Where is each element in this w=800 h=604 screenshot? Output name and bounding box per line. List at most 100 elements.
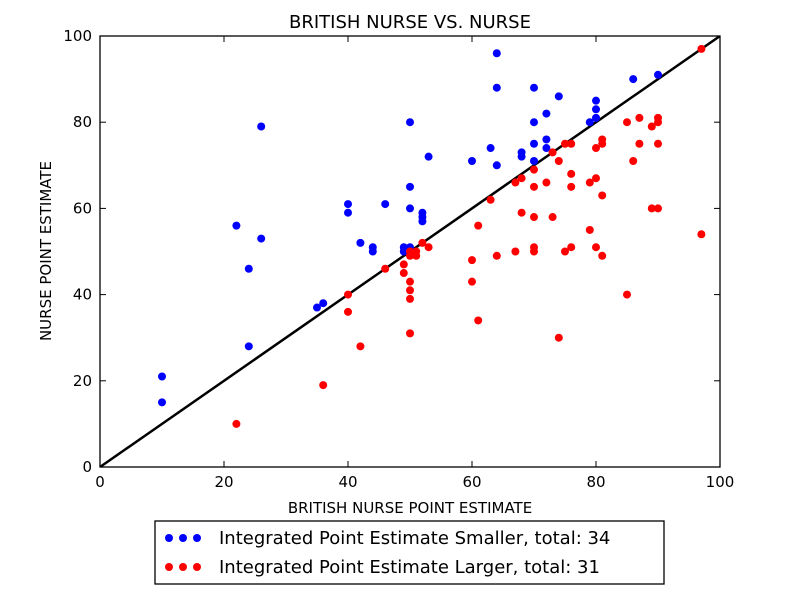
data-point [647, 204, 656, 213]
data-point [313, 303, 321, 312]
data-point [623, 290, 631, 299]
data-point [406, 286, 414, 295]
data-point [635, 113, 644, 122]
data-point [406, 118, 414, 127]
data-point [635, 139, 644, 148]
data-point [406, 204, 414, 213]
data-point [232, 419, 241, 428]
data-point [486, 144, 495, 153]
data-point [561, 247, 569, 256]
data-point [418, 217, 427, 226]
data-point [486, 195, 495, 204]
data-point [406, 294, 414, 303]
data-point [598, 191, 607, 200]
data-point [356, 342, 365, 351]
data-point [517, 174, 526, 183]
data-point [399, 260, 408, 269]
x-tick-label: 100 [706, 473, 735, 491]
data-point [344, 290, 352, 299]
data-point [530, 247, 538, 256]
data-point [530, 139, 538, 148]
data-point [319, 299, 328, 308]
legend-entry-1: Integrated Point Estimate Smaller, total… [165, 528, 610, 549]
data-point [418, 238, 427, 247]
data-point [554, 156, 563, 165]
data-point [542, 178, 551, 187]
data-point [530, 165, 538, 174]
data-point [585, 178, 594, 187]
data-point [492, 83, 501, 92]
data-point [424, 243, 433, 252]
y-tick-label: 80 [73, 113, 92, 131]
series-2 [232, 44, 706, 428]
data-point [554, 92, 563, 101]
data-point [399, 269, 408, 278]
x-tick-label: 20 [214, 473, 233, 491]
data-point [592, 144, 600, 153]
data-point [585, 118, 594, 127]
data-point [561, 139, 569, 148]
data-point [592, 105, 600, 114]
x-tick-label: 40 [338, 473, 357, 491]
data-point [567, 182, 576, 191]
data-point [468, 256, 476, 265]
legend-box [154, 520, 665, 585]
data-point [542, 144, 551, 153]
data-point [368, 247, 377, 256]
x-tick-label: 80 [586, 473, 605, 491]
data-point [530, 156, 538, 165]
data-point [598, 251, 607, 260]
data-point [567, 243, 576, 252]
data-point [629, 156, 638, 165]
data-point [592, 243, 600, 252]
data-point [530, 83, 538, 92]
data-point [647, 122, 656, 131]
data-point [344, 208, 352, 217]
legend-entry-2: Integrated Point Estimate Larger, total:… [165, 557, 600, 578]
data-point [542, 135, 551, 144]
plot-area: 0 20 40 60 80 100 0 20 40 60 80 100 [63, 27, 734, 491]
data-point [474, 316, 483, 325]
series-1 [158, 49, 662, 407]
data-point [319, 381, 328, 390]
legend-marker [193, 563, 201, 571]
data-point [530, 118, 538, 127]
legend-marker [179, 534, 187, 542]
data-point [592, 113, 600, 122]
legend-marker [165, 534, 173, 542]
data-point [381, 200, 390, 209]
data-point [598, 139, 607, 148]
data-point [511, 178, 520, 187]
data-point [654, 204, 662, 213]
data-point [474, 221, 483, 230]
y-tick-label: 0 [82, 458, 92, 476]
data-point [492, 161, 501, 170]
data-point [554, 333, 563, 342]
data-point [381, 264, 390, 273]
data-point [468, 277, 476, 286]
x-axis-label: BRITISH NURSE POINT ESTIMATE [288, 499, 532, 517]
data-point [567, 139, 576, 148]
data-point [654, 139, 662, 148]
data-point [511, 247, 520, 256]
data-point [530, 213, 538, 222]
data-point [244, 342, 253, 351]
y-tick-label: 20 [73, 372, 92, 390]
data-point [548, 148, 557, 157]
data-point [517, 152, 526, 161]
data-point [530, 182, 538, 191]
data-point [654, 70, 662, 79]
data-point [406, 277, 414, 286]
legend-marker [193, 534, 201, 542]
data-point [585, 225, 594, 234]
data-point [406, 329, 414, 338]
legend-label: Integrated Point Estimate Smaller, total… [219, 528, 610, 549]
plot-frame [99, 35, 721, 468]
data-point [567, 169, 576, 178]
data-point [623, 118, 631, 127]
data-point [406, 182, 414, 191]
data-point [257, 122, 266, 131]
data-point [697, 230, 706, 239]
data-point [344, 200, 352, 209]
